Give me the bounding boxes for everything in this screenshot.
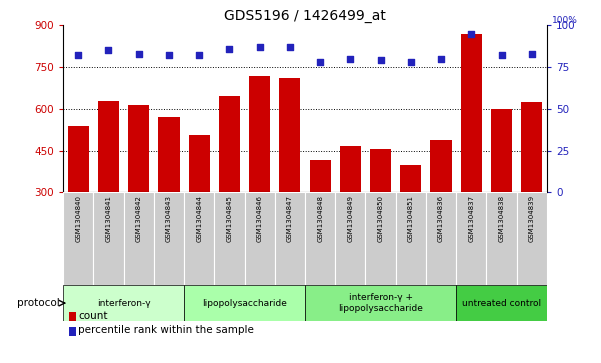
Bar [128,105,149,276]
Bar [215,192,245,285]
Bar [400,164,421,276]
Bar [456,192,486,285]
Bar [305,192,335,285]
Point [194,53,204,58]
Point [285,44,294,50]
Bar [184,285,305,321]
Text: GSM1304840: GSM1304840 [75,195,81,242]
Bar [98,101,119,276]
Text: GSM1304851: GSM1304851 [408,195,414,242]
Text: percentile rank within the sample: percentile rank within the sample [78,325,254,335]
Bar [184,192,215,285]
Point [73,53,83,58]
Bar [275,192,305,285]
Bar [340,147,361,276]
Point [527,51,537,57]
Point [225,46,234,52]
Text: GSM1304837: GSM1304837 [468,195,474,242]
Bar [365,192,395,285]
Text: interferon-γ: interferon-γ [97,299,150,307]
Text: lipopolysaccharide: lipopolysaccharide [202,299,287,307]
Bar [517,192,547,285]
Text: untreated control: untreated control [462,299,541,307]
Bar [279,78,300,276]
Bar [395,192,426,285]
Text: count: count [78,311,108,321]
Bar [63,285,184,321]
Text: protocol: protocol [17,298,60,308]
Point [134,51,144,57]
Text: interferon-γ +
lipopolysaccharide: interferon-γ + lipopolysaccharide [338,293,423,313]
Bar [491,109,512,276]
Point [466,31,476,37]
Text: GSM1304848: GSM1304848 [317,195,323,242]
Text: GSM1304841: GSM1304841 [105,195,111,242]
Bar [430,139,452,276]
Text: GSM1304836: GSM1304836 [438,195,444,242]
Bar [158,117,180,276]
Bar [245,192,275,285]
Text: GSM1304844: GSM1304844 [196,195,202,242]
Point [164,53,174,58]
Bar [461,34,482,276]
Text: GSM1304839: GSM1304839 [529,195,535,242]
Text: GSM1304847: GSM1304847 [287,195,293,242]
Text: GSM1304842: GSM1304842 [136,195,142,242]
Bar [370,149,391,276]
Bar [189,135,210,276]
Bar [456,285,547,321]
Point [497,53,507,58]
Text: GSM1304849: GSM1304849 [347,195,353,242]
Bar [93,192,124,285]
Text: GSM1304845: GSM1304845 [227,195,233,242]
Point [103,48,113,53]
Bar [69,312,76,321]
Point [376,58,385,64]
Text: GSM1304846: GSM1304846 [257,195,263,242]
Text: GSM1304850: GSM1304850 [377,195,383,242]
Bar [69,327,76,336]
Bar [335,192,365,285]
Point [255,44,264,50]
Point [436,56,446,62]
Bar [124,192,154,285]
Point [316,59,325,65]
Point [346,56,355,62]
Bar [310,160,331,276]
Text: GSM1304838: GSM1304838 [499,195,505,242]
Bar [249,76,270,276]
Text: 100%: 100% [552,16,578,25]
Bar [426,192,456,285]
Bar [305,285,456,321]
Bar [521,102,542,276]
Bar [63,192,93,285]
Bar [219,96,240,276]
Bar [486,192,517,285]
Bar [68,126,89,276]
Text: GSM1304843: GSM1304843 [166,195,172,242]
Bar [154,192,184,285]
Point [406,59,416,65]
Text: GDS5196 / 1426499_at: GDS5196 / 1426499_at [224,9,386,23]
